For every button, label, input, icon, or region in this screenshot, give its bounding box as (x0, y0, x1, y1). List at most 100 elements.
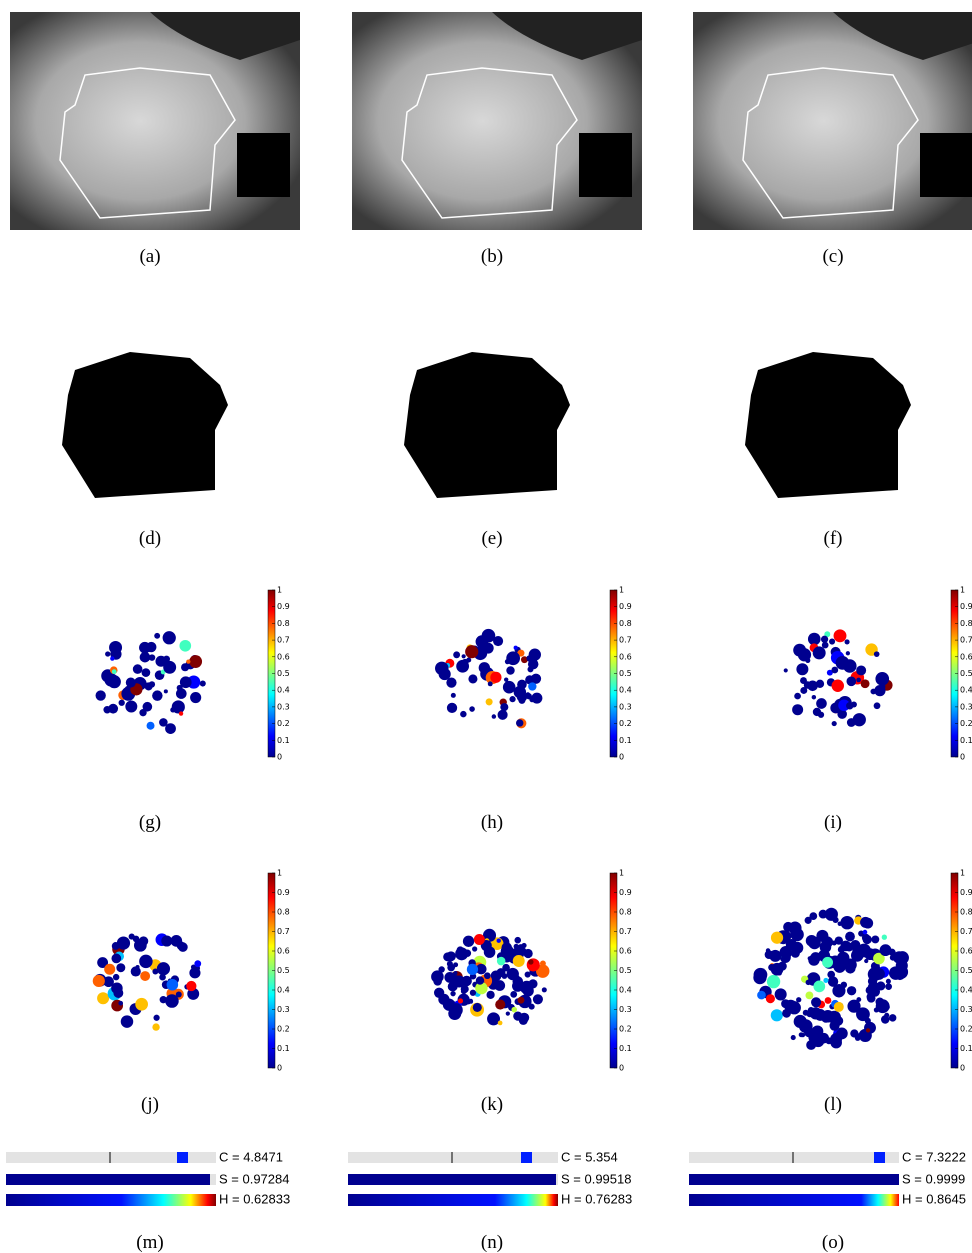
heat-blob (539, 960, 546, 967)
heat-blob (190, 691, 202, 704)
heat-blob (139, 709, 147, 717)
heat-blob (511, 1006, 518, 1013)
heat-blob (805, 934, 818, 947)
heat-blob (852, 713, 866, 727)
heat-blob (834, 987, 844, 998)
caption: (a) (139, 246, 160, 267)
colorbar-tick-label: 0.8 (960, 908, 972, 917)
heat-blob (824, 997, 832, 1004)
colorbar-tick-label: 0.1 (960, 1044, 972, 1053)
heat-blob (125, 677, 136, 688)
heat-blob (815, 679, 825, 688)
colorbar-tick-label: 0.4 (960, 686, 972, 695)
heat-blob (132, 664, 143, 674)
heat-blob (472, 1002, 482, 1013)
heat-blob (104, 673, 118, 687)
heat-blob (838, 699, 850, 712)
heat-blob (862, 934, 872, 945)
heatmap (431, 928, 550, 1026)
heat-blob (884, 1004, 890, 1010)
heat-blob (757, 990, 766, 1000)
colorbar-tick-label: 0.4 (277, 986, 290, 995)
colorbar-tick-label: 0.5 (960, 966, 972, 975)
heat-blob (461, 975, 472, 987)
colorbar-tick-label: 0.2 (960, 719, 972, 728)
caption: (k) (481, 1094, 503, 1115)
heat-blob (525, 693, 532, 700)
heat-blob (765, 988, 771, 995)
heat-blob (116, 963, 126, 973)
c-marker (874, 1152, 885, 1163)
heat-blob (468, 674, 478, 684)
heat-blob (495, 999, 506, 1010)
occluder (237, 133, 290, 197)
heat-blob (189, 655, 203, 668)
heat-blob (505, 1011, 510, 1016)
colorbar-tick-label: 0.3 (619, 702, 632, 711)
heat-blob (475, 976, 485, 985)
heat-blob (532, 994, 543, 1005)
heat-blob (846, 702, 854, 710)
colorbar-tick-label: 0.8 (960, 619, 972, 628)
heat-blob (541, 987, 547, 993)
heat-blob (512, 980, 524, 992)
heat-blob (528, 648, 541, 661)
photo (10, 12, 300, 230)
heat-blob (161, 935, 173, 947)
colorbar-tick-label: 0.2 (619, 719, 632, 728)
colorbar-tick-label: 1 (960, 586, 965, 595)
heat-blob (827, 970, 836, 979)
heat-blob (135, 964, 140, 970)
heat-blob (830, 1036, 842, 1049)
colorbar-tick-label: 0.9 (619, 602, 632, 611)
heat-blob (481, 628, 496, 643)
heat-blob (132, 935, 140, 943)
heat-blob (130, 966, 141, 977)
heat-blob (484, 972, 491, 980)
heat-blob (884, 1012, 890, 1018)
heat-blob (112, 973, 120, 981)
heat-blob (774, 988, 787, 1001)
s-bar (689, 1174, 899, 1185)
heat-blob (448, 1007, 462, 1021)
colorbar-tick-label: 0.1 (960, 736, 972, 745)
photo (352, 12, 642, 230)
heat-blob (895, 951, 909, 965)
heat-blob (166, 978, 179, 991)
colorbar-tick-label: 0.4 (619, 686, 632, 695)
heat-blob (475, 963, 487, 975)
heat-blob (152, 968, 159, 975)
heat-blob (105, 651, 111, 657)
heat-blob (517, 649, 525, 657)
colorbar-tick-label: 0.9 (277, 602, 290, 611)
heat-blob (873, 702, 881, 710)
heat-blob (491, 714, 497, 719)
heat-blob (148, 654, 156, 661)
colorbar-tick-label: 0.7 (619, 927, 632, 936)
heat-blob (794, 692, 801, 700)
heat-blob (110, 656, 115, 661)
heat-blob (885, 978, 891, 984)
colorbar-tick-label: 0 (619, 753, 624, 762)
heat-blob (843, 659, 857, 673)
heat-blob (460, 985, 469, 994)
heat-blob (469, 706, 475, 712)
heat-blob (497, 1020, 503, 1026)
heat-blob (152, 1023, 160, 1031)
heat-blob (787, 1001, 801, 1015)
heat-blob (475, 981, 488, 995)
heat-blob (519, 1012, 530, 1023)
heat-blob (894, 969, 906, 981)
caption: (n) (481, 1232, 503, 1253)
heat-blob (827, 976, 839, 987)
photo-hair (833, 12, 972, 60)
heat-blob (831, 720, 837, 727)
heat-blob (118, 1000, 124, 1006)
heat-blob (879, 683, 886, 690)
heat-blob (865, 1028, 871, 1033)
heat-blob (163, 660, 177, 674)
heat-blob (871, 935, 880, 944)
colorbar-tick-label: 0.2 (277, 719, 290, 728)
heat-blob (472, 946, 478, 952)
heat-blob (175, 688, 187, 699)
